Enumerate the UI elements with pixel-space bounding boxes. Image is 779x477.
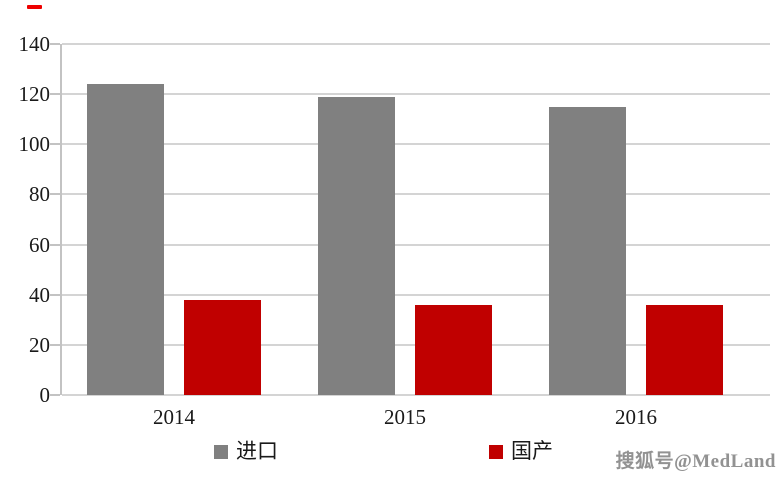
y-tick-80 (50, 193, 60, 196)
bar-import-2015 (318, 96, 395, 395)
bar-domestic-2016 (646, 304, 723, 395)
y-axis-label-100: 100 (18, 132, 51, 157)
plot-area (50, 43, 770, 396)
gridline-100 (62, 143, 770, 146)
y-tick-120 (50, 93, 60, 96)
legend-label-domestic: 国产 (511, 439, 553, 463)
y-axis-label-80: 80 (29, 182, 50, 207)
legend-item-import: 进口 (214, 441, 278, 462)
y-axis-label-120: 120 (18, 82, 51, 107)
legend-item-domestic: 国产 (489, 441, 553, 462)
y-axis-label-20: 20 (29, 332, 50, 357)
x-axis-label-2015: 2015 (384, 405, 426, 429)
x-axis-label-2014: 2014 (153, 405, 195, 429)
y-tick-140 (50, 43, 60, 45)
y-axis-line (60, 44, 62, 395)
gridline-80 (62, 193, 770, 196)
gridline-0 (62, 394, 770, 396)
watermark: 搜狐号@MedLand (615, 451, 776, 472)
y-tick-100 (50, 143, 60, 146)
y-tick-40 (50, 293, 60, 296)
top-left-red-dash (27, 5, 42, 9)
legend-label-import: 进口 (236, 439, 278, 463)
y-tick-20 (50, 343, 60, 346)
gridline-40 (62, 293, 770, 296)
x-axis-label-2016: 2016 (615, 405, 657, 429)
gridline-140 (62, 43, 770, 45)
y-axis-label-60: 60 (29, 232, 50, 257)
y-axis-label-0: 0 (39, 383, 51, 407)
y-axis-label-140: 140 (18, 32, 51, 56)
gridline-120 (62, 93, 770, 96)
legend-swatch-import (214, 444, 228, 459)
bar-import-2014 (87, 84, 164, 395)
y-tick-0 (50, 394, 60, 396)
legend-swatch-domestic (489, 444, 503, 459)
y-axis-label-40: 40 (29, 282, 50, 307)
gridline-60 (62, 243, 770, 246)
bar-domestic-2015 (415, 304, 492, 395)
y-tick-60 (50, 243, 60, 246)
bar-domestic-2014 (184, 299, 261, 395)
bar-import-2016 (549, 106, 626, 395)
